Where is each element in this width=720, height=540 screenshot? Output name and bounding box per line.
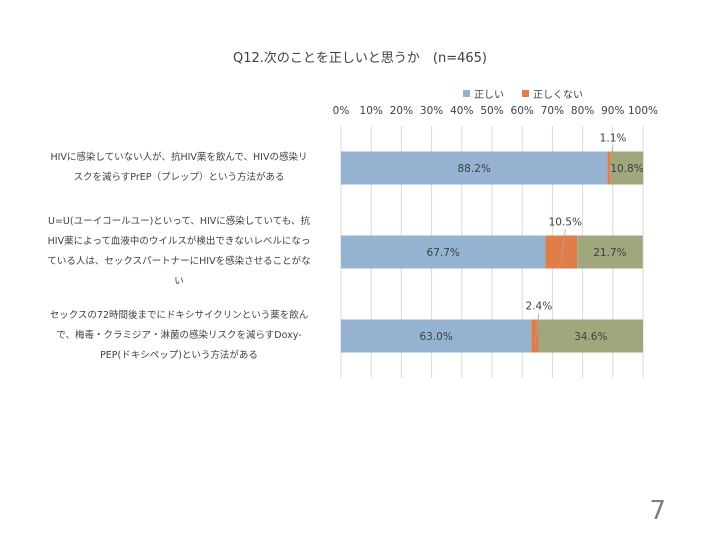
x-tick-label: 10%	[360, 105, 383, 117]
legend-item-incorrect: 正しくない	[522, 86, 583, 101]
x-tick-label: 40%	[450, 105, 473, 117]
chart-legend: 正しい 正しくない	[463, 86, 583, 101]
leader-line	[534, 313, 540, 345]
x-tick-label: 50%	[480, 105, 503, 117]
bar-segment	[538, 319, 643, 353]
legend-swatch-incorrect	[522, 90, 529, 97]
bar-segment	[341, 319, 532, 353]
chart-title: Q12.次のことを正しいと思うか (n=465)	[233, 51, 487, 66]
category-label-line: セックスの72時間後までにドキシサイクリンという薬を飲ん	[49, 310, 309, 321]
x-tick-label: 80%	[571, 105, 594, 117]
category-label-line: スクを減らすPrEP（プレップ）という方法がある	[73, 172, 285, 183]
bar-segment	[545, 235, 578, 269]
category-label-line: HIVに感染していない人が、抗HIV薬を飲んで、HIVの感染リ	[50, 152, 308, 163]
data-label: 63.0%	[419, 331, 452, 343]
data-label: 1.1%	[600, 133, 627, 145]
data-label: 88.2%	[458, 163, 491, 175]
bar-segment	[577, 235, 643, 269]
data-label: 10.8%	[610, 163, 643, 175]
legend-item-correct: 正しい	[463, 86, 504, 101]
data-label: 21.7%	[593, 247, 626, 259]
leader-line	[560, 229, 566, 261]
legend-swatch-correct	[463, 90, 470, 97]
category-label-line: で、梅毒・クラミジア・淋菌の感染リスクを減らすDoxy-	[56, 330, 302, 341]
data-label: 10.5%	[549, 217, 582, 229]
category-label-line: い	[174, 276, 184, 287]
bar-segment	[610, 151, 644, 185]
category-label: U=U(ユーイコールユー)といって、HIVに感染していても、抗 HIV薬によって血…	[28, 212, 330, 292]
data-label: 2.4%	[526, 301, 553, 313]
x-tick-label: 20%	[390, 105, 413, 117]
x-tick-label: 70%	[541, 105, 564, 117]
x-tick-label: 100%	[628, 105, 658, 117]
bar-segment	[531, 319, 539, 353]
bar-segment	[341, 151, 608, 185]
category-label-line: U=U(ユーイコールユー)といって、HIVに感染していても、抗	[48, 216, 310, 227]
legend-label-correct: 正しい	[474, 90, 504, 101]
data-label: 34.6%	[574, 331, 607, 343]
category-label-line: ている人は、セックスパートナーにHIVを感染させることがな	[47, 256, 311, 267]
x-tick-label: 90%	[601, 105, 624, 117]
category-label-line: HIV薬によって血液中のウイルスが検出できないレベルになっ	[47, 236, 311, 247]
x-tick-label: 30%	[420, 105, 443, 117]
data-label: 67.7%	[427, 247, 460, 259]
category-label: セックスの72時間後までにドキシサイクリンという薬を飲ん で、梅毒・クラミジア・淋…	[28, 306, 330, 366]
page-number: 7	[649, 496, 666, 526]
bar-segment	[341, 235, 546, 269]
bar-segment	[607, 151, 611, 185]
x-tick-label: 0%	[333, 105, 350, 117]
category-label: HIVに感染していない人が、抗HIV薬を飲んで、HIVの感染リ スクを減らすPrE…	[28, 148, 330, 188]
category-label-line: PEP(ドキシペップ)という方法がある	[100, 350, 258, 361]
x-tick-label: 60%	[511, 105, 534, 117]
legend-label-incorrect: 正しくない	[533, 90, 583, 101]
